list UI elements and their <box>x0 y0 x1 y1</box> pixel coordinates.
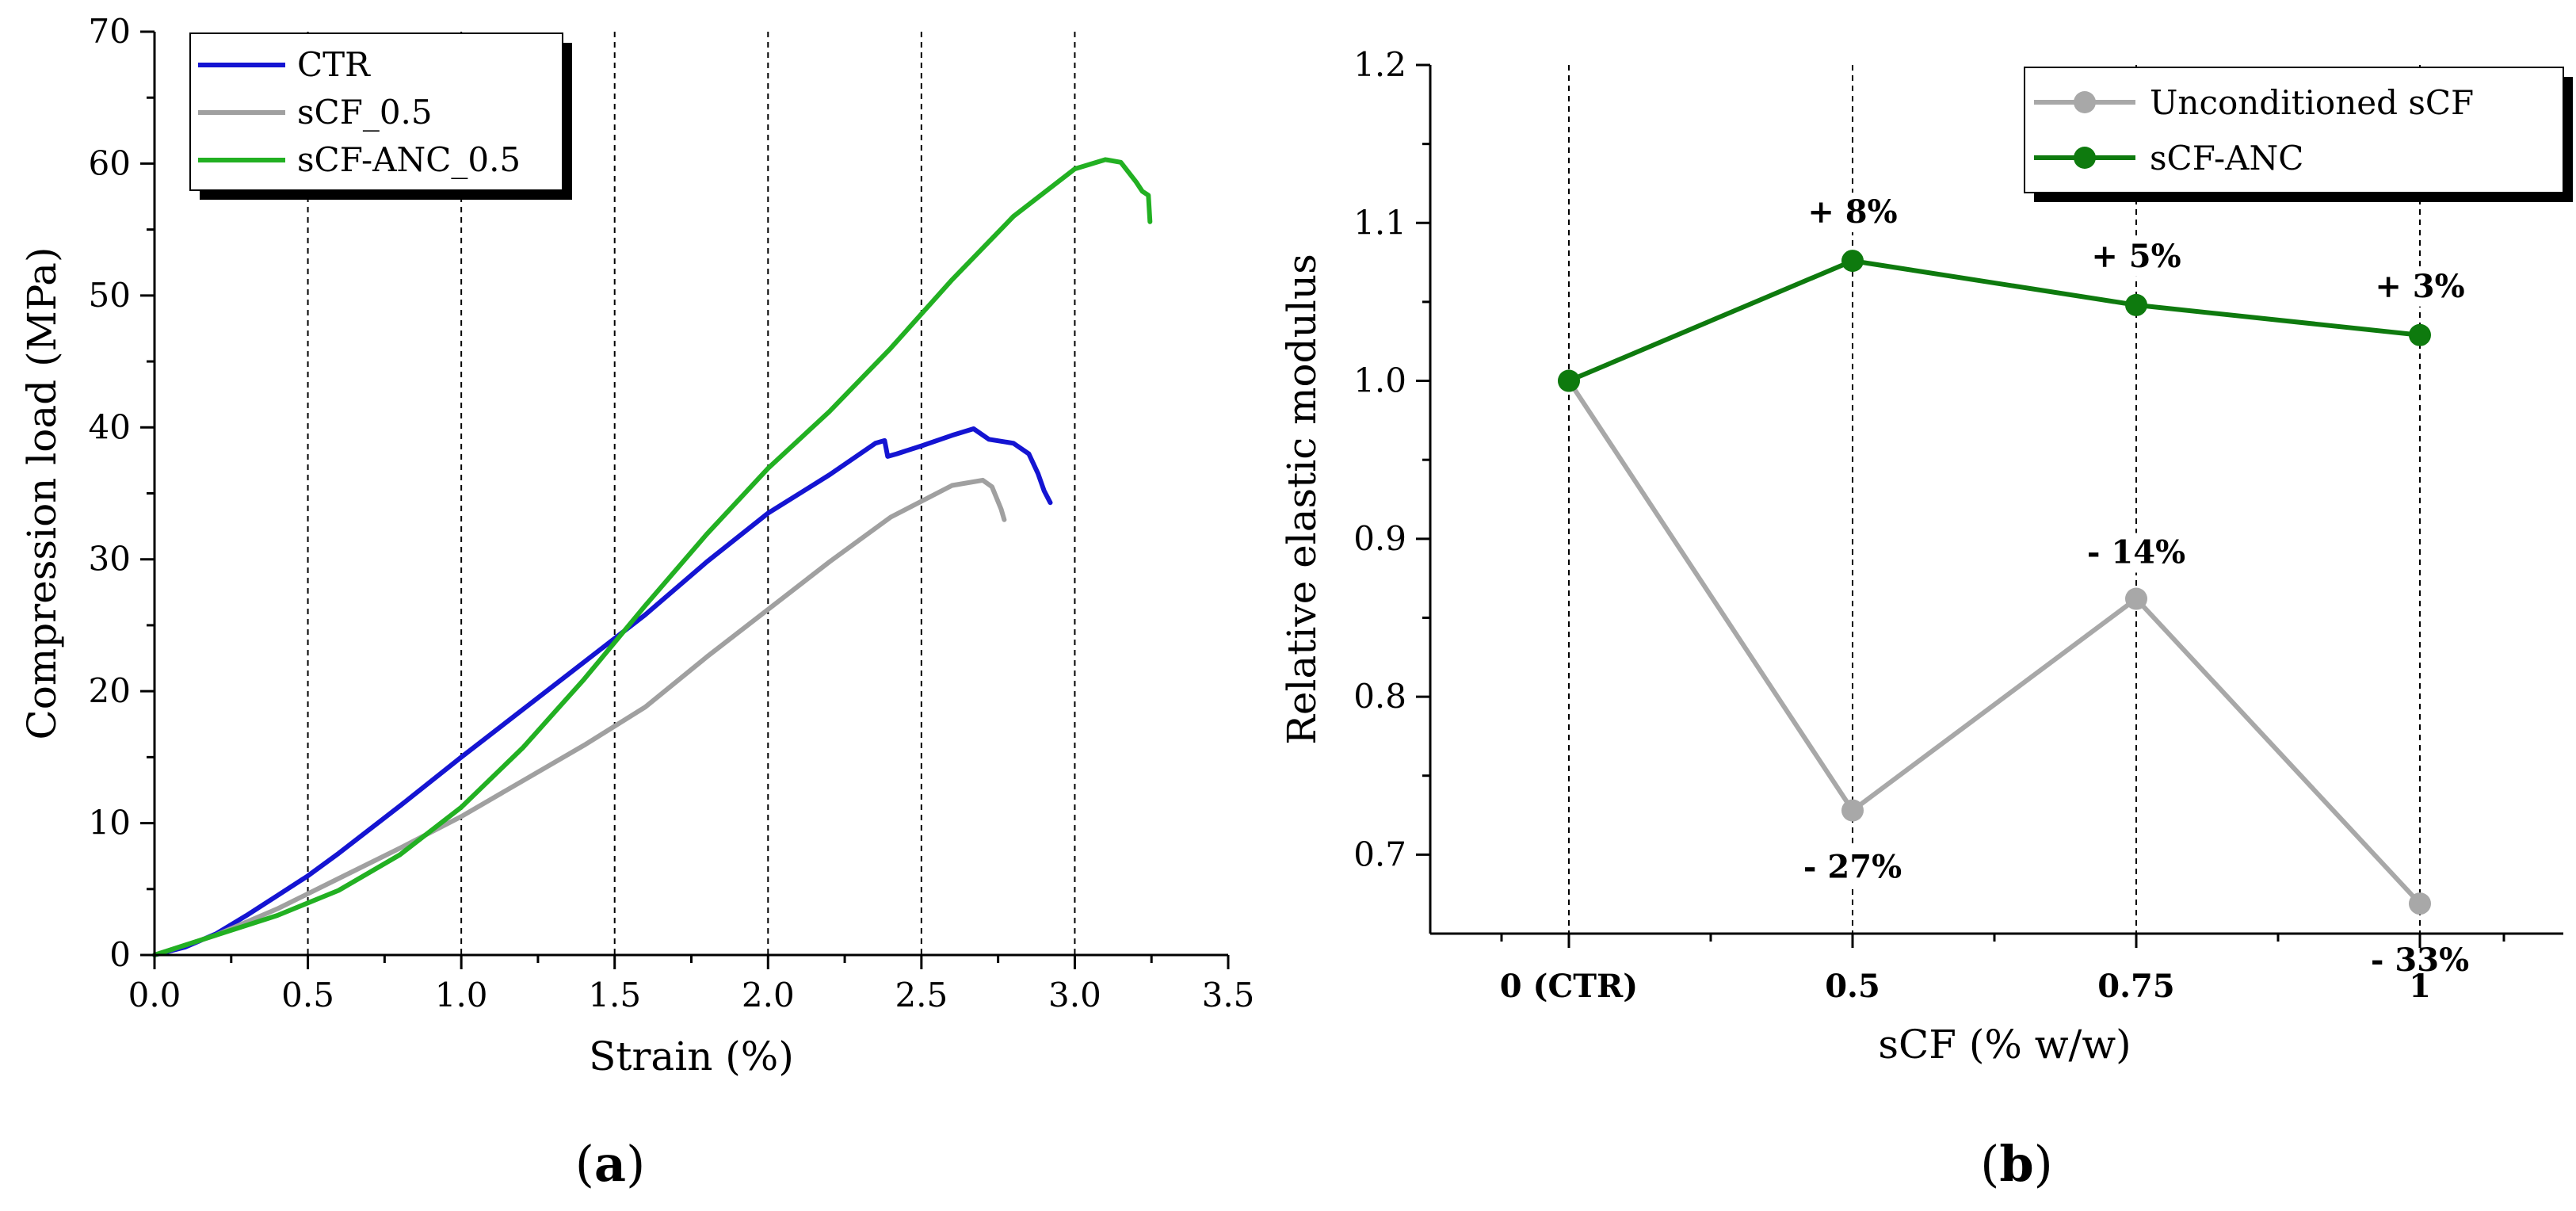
x-tick-label: 0.5 <box>281 976 334 1014</box>
legend-label-scf-0-5: sCF_0.5 <box>297 93 433 132</box>
legend-label-unconditioned-scf: Unconditioned sCF <box>2150 83 2474 122</box>
panel-b-series-lines <box>1567 258 2422 906</box>
y-tick-label: 1.2 <box>1353 45 1406 84</box>
panel-b-x-axis-title: sCF (% w/w) <box>1878 1022 2131 1068</box>
y-tick-label: 40 <box>89 407 131 446</box>
series-point-scf-anc <box>2125 293 2147 316</box>
x-tick-label: 2.0 <box>742 976 795 1014</box>
annotation-label: + 8% <box>1807 193 1897 231</box>
series-line-scf-anc-0-5 <box>152 157 1153 957</box>
panel-b-y-axis-title: Relative elastic modulus <box>1279 254 1325 744</box>
legend-label-scf-anc: sCF-ANC <box>2150 139 2303 178</box>
panel-b-y-ticks: 0.7 0.8 0.9 1.0 1.1 1.2 <box>1353 45 1430 873</box>
panel-b-legend: Unconditioned sCF sCF-ANC <box>2024 67 2573 202</box>
legend-marker-unconditioned-scf <box>2074 91 2096 113</box>
y-tick-label: 0.8 <box>1353 677 1406 716</box>
y-tick-label: 20 <box>89 671 131 710</box>
panel-b-x-ticks: 0 (CTR) 0.5 0.75 1 <box>1500 934 2505 1005</box>
panel-a-legend: CTR sCF_0.5 sCF-ANC_0.5 <box>189 32 572 200</box>
panel-b-axes <box>1429 65 2563 935</box>
y-tick-label: 60 <box>89 143 131 182</box>
annotation-backing <box>2087 236 2185 277</box>
panel-a-strain-load-chart: 0.0 0.5 1.0 1.5 2.0 2.5 3.0 3.5 0 10 20 30 40 50 60 70… <box>19 12 1254 1193</box>
x-tick-label: 1 <box>2409 968 2431 1005</box>
series-line-scf-0-5 <box>152 477 1007 957</box>
panel-b-percentage-annotations: - 27%- 14%- 33%+ 8%+ 5%+ 3% <box>1803 193 2469 981</box>
panel-a-series-lines <box>152 157 1153 957</box>
y-tick-label: 70 <box>89 12 131 51</box>
panel-a-x-ticks: 0.0 0.5 1.0 1.5 2.0 2.5 3.0 3.5 <box>128 955 1255 1014</box>
legend-box <box>2024 67 2564 193</box>
series-point-scf-anc <box>2409 323 2431 346</box>
y-tick-label: 1.1 <box>1353 203 1406 242</box>
panel-a-letter: a <box>594 1135 626 1193</box>
panel-b-relative-modulus-chart: - 27%- 14%- 33%+ 8%+ 5%+ 3% 0 (CTR) 0.5 0.… <box>1279 45 2573 1193</box>
series-point-scf-anc <box>1841 250 1864 273</box>
legend-marker-scf-anc <box>2074 147 2096 169</box>
y-tick-label: 0 <box>109 935 131 974</box>
panel-b-series-points <box>1558 250 2431 915</box>
series-line-ctr <box>152 426 1053 957</box>
y-tick-label: 0.9 <box>1353 519 1406 558</box>
y-tick-label: 1.0 <box>1353 361 1406 400</box>
panel-a-y-ticks: 0 10 20 30 40 50 60 70 <box>89 12 155 974</box>
series-line-unconditioned-scf <box>1567 379 2422 906</box>
series-point-unconditioned-scf <box>2409 892 2431 915</box>
series-point-unconditioned-scf <box>1841 799 1864 822</box>
annotation-label: - 14% <box>2087 534 2185 571</box>
x-tick-label: 3.5 <box>1202 976 1255 1014</box>
series-line-scf-anc <box>1567 258 2421 384</box>
series-point-scf-anc <box>1558 369 1580 392</box>
annotation-label: + 5% <box>2091 238 2181 275</box>
annotation-backing <box>1803 193 1902 233</box>
y-tick-label: 50 <box>89 276 131 315</box>
x-tick-label: 1.0 <box>435 976 488 1014</box>
x-tick-label: 0.5 <box>1825 968 1880 1005</box>
legend-label-scf-anc-0-5: sCF-ANC_0.5 <box>297 140 521 179</box>
x-tick-label: 3.0 <box>1048 976 1101 1014</box>
panel-a-x-axis-title: Strain (%) <box>589 1033 794 1079</box>
x-tick-label: 0.0 <box>128 976 181 1014</box>
x-tick-label: 0 (CTR) <box>1500 968 1638 1005</box>
panel-a-y-axis-title: Compression load (MPa) <box>19 247 65 740</box>
x-tick-label: 1.5 <box>588 976 641 1014</box>
annotation-backing <box>2371 266 2469 307</box>
annotation-backing <box>2087 533 2185 573</box>
series-point-unconditioned-scf <box>2125 587 2147 610</box>
y-tick-label: 30 <box>89 540 131 579</box>
annotation-backing <box>1803 847 1902 888</box>
x-tick-label: 2.5 <box>895 976 948 1014</box>
x-tick-label: 0.75 <box>2097 968 2174 1005</box>
annotation-label: - 27% <box>1803 849 1902 886</box>
y-tick-label: 0.7 <box>1353 835 1406 873</box>
annotation-label: + 3% <box>2375 268 2464 305</box>
legend-label-ctr: CTR <box>297 45 371 84</box>
panel-a-label: (a) <box>575 1135 646 1193</box>
y-tick-label: 10 <box>89 804 131 842</box>
panel-b-label: (b) <box>1980 1135 2053 1193</box>
panel-b-letter: b <box>1999 1135 2033 1193</box>
